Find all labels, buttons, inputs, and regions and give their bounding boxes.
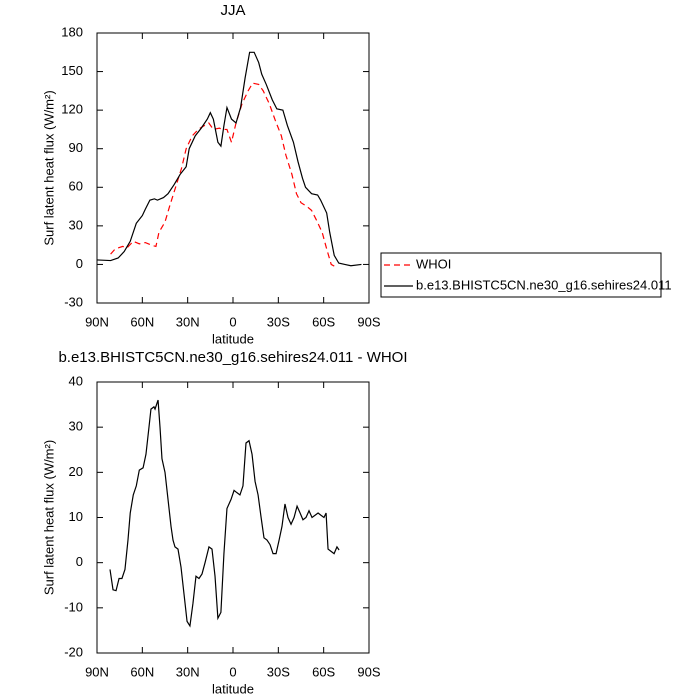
data-line — [109, 399, 340, 628]
x-tick-label: 90N — [85, 314, 109, 329]
y-tick-label: 0 — [76, 554, 83, 569]
x-tick-label: 0 — [229, 664, 236, 679]
data-line — [110, 82, 337, 268]
y-tick-label: -10 — [64, 599, 83, 614]
chart-title: b.e13.BHISTC5CN.ne30_g16.sehires24.011 -… — [58, 349, 407, 366]
y-axis-label: Surf latent heat flux (W/m²) — [41, 90, 56, 245]
y-tick-label: 180 — [61, 24, 83, 39]
x-tick-label: 60S — [312, 314, 335, 329]
plot-frame — [96, 32, 370, 304]
x-tick-label: 90N — [85, 664, 109, 679]
x-tick-label: 30S — [267, 664, 290, 679]
plot-frame — [96, 381, 370, 654]
y-tick-label: 150 — [61, 63, 83, 78]
y-tick-label: 60 — [69, 179, 83, 194]
x-tick-label: 90S — [357, 664, 380, 679]
x-tick-label: 0 — [229, 314, 236, 329]
x-tick-label: 30S — [267, 314, 290, 329]
y-tick-label: 20 — [69, 464, 83, 479]
y-tick-label: -20 — [64, 644, 83, 659]
legend-box — [380, 252, 662, 298]
y-tick-label: 30 — [69, 419, 83, 434]
y-tick-label: 30 — [69, 217, 83, 232]
x-tick-label: 30N — [176, 314, 200, 329]
y-tick-label: 10 — [69, 509, 83, 524]
x-tick-label: 60N — [130, 664, 154, 679]
legend-label: WHOI — [416, 256, 451, 271]
y-axis-label: Surf latent heat flux (W/m²) — [41, 440, 56, 595]
x-axis-label: latitude — [212, 681, 254, 696]
x-tick-label: 30N — [176, 664, 200, 679]
chart-title: JJA — [220, 2, 245, 19]
y-tick-label: 120 — [61, 102, 83, 117]
y-tick-label: 90 — [69, 140, 83, 155]
data-line — [96, 51, 362, 267]
x-tick-label: 60S — [312, 664, 335, 679]
x-tick-label: 60N — [130, 314, 154, 329]
y-tick-label: 40 — [69, 373, 83, 388]
x-tick-label: 90S — [357, 314, 380, 329]
y-tick-label: 0 — [76, 256, 83, 271]
legend-label: b.e13.BHISTC5CN.ne30_g16.sehires24.011 — [416, 277, 672, 292]
y-tick-label: -30 — [64, 294, 83, 309]
x-axis-label: latitude — [212, 331, 254, 346]
